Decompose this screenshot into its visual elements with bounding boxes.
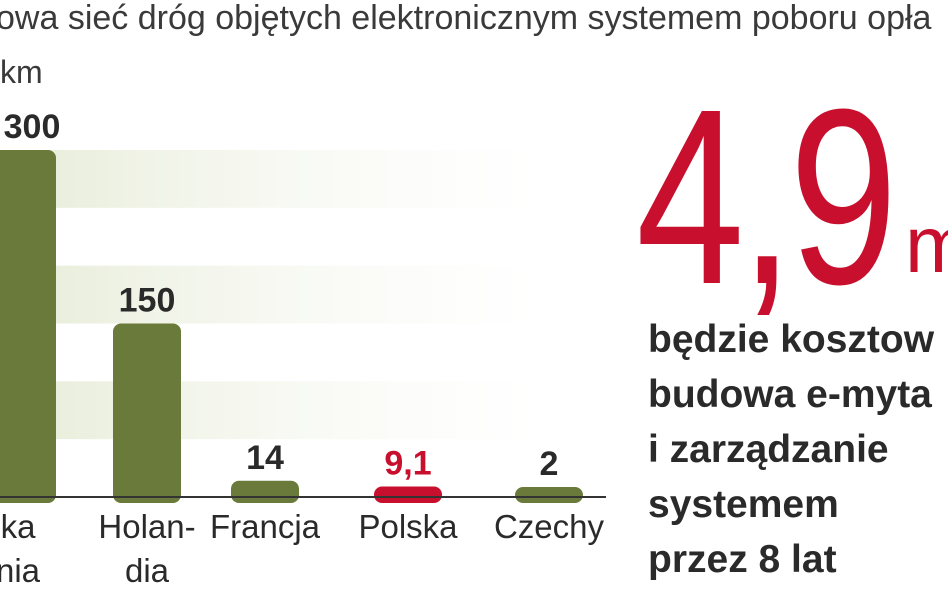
bar-chart: 300 ka nia 150 Holan-dia 14 Francja 9,1 Polska 2 C… (0, 108, 606, 589)
bar (113, 323, 181, 503)
cost-figure: 4,9 (636, 57, 898, 336)
grid-band (0, 265, 545, 324)
chart-unit: km (0, 54, 43, 90)
data-label: 14 (246, 439, 284, 477)
data-label: 9,1 (384, 444, 431, 482)
category-label: Holan-dia (98, 508, 195, 589)
grid-band (0, 150, 545, 208)
cost-unit: m (905, 200, 948, 289)
chart-title: owa sieć dróg objętych elektronicznym sy… (0, 0, 932, 37)
grid-band (0, 381, 545, 440)
bar (231, 480, 299, 503)
category-label: Czechy (494, 508, 605, 545)
category-label: ka nia (0, 508, 41, 589)
data-label: 2 (540, 445, 559, 483)
bar (374, 486, 442, 503)
category-label: Polska (358, 508, 458, 545)
cost-caption: będzie kosztow budowa e-myta i zarządzan… (648, 318, 935, 581)
bar (515, 487, 583, 503)
bar (0, 150, 56, 503)
data-label: 300 (4, 108, 61, 146)
category-label: Francja (210, 508, 321, 545)
data-label: 150 (119, 282, 176, 320)
